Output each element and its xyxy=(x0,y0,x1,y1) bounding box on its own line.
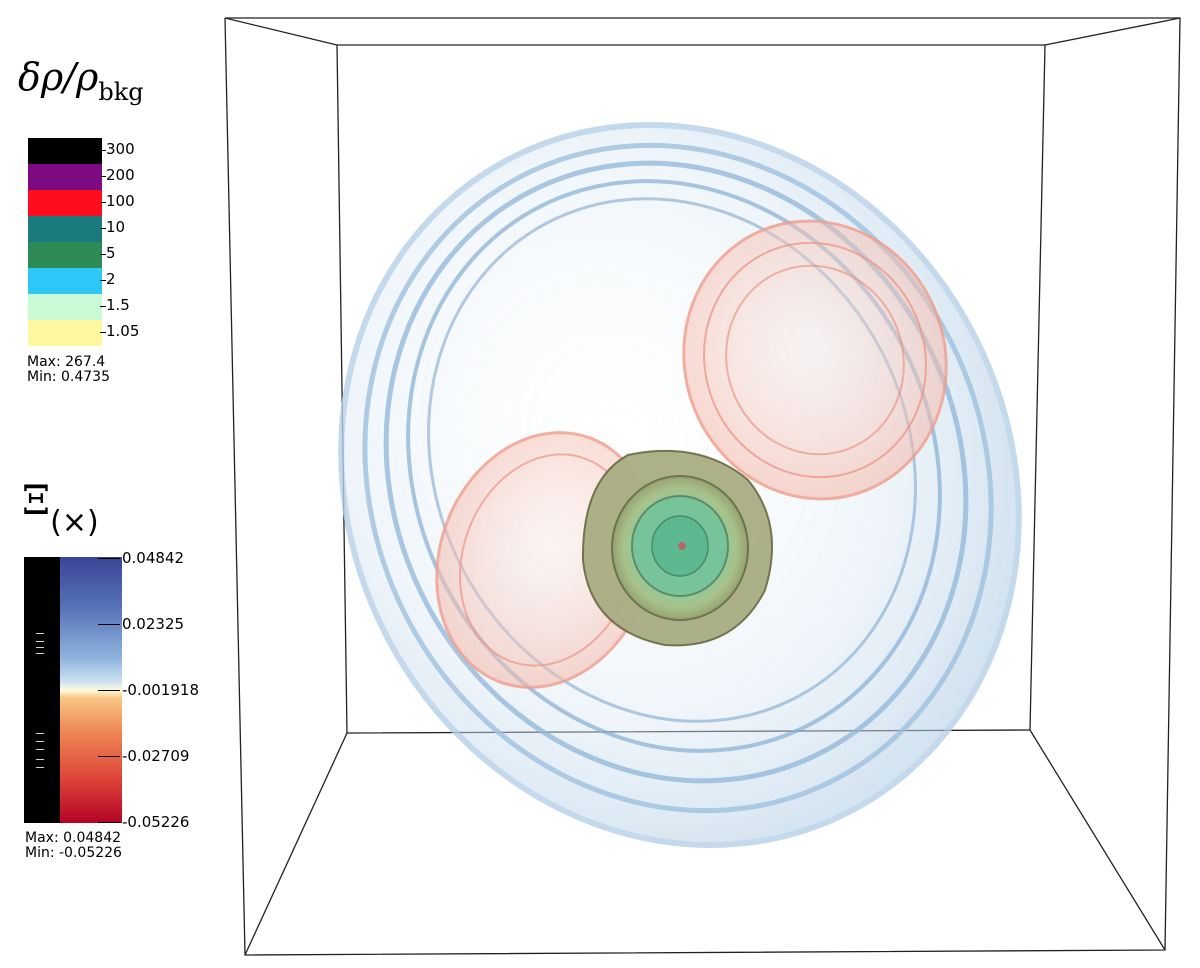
xi-tick-label: 0.04842 xyxy=(97,549,185,567)
xi-tick-label: 0.02325 xyxy=(97,615,185,633)
xi-hist-tick xyxy=(36,759,44,760)
xi-hist-tick xyxy=(36,733,44,734)
box-edge xyxy=(1029,729,1166,951)
density-swatch-label: 100 xyxy=(100,192,135,210)
density-swatch-label: 10 xyxy=(99,218,126,236)
density-legend-swatches: 300 200 100 10 5 2 1.5 1.05 xyxy=(28,138,139,346)
density-swatch: 2 xyxy=(28,268,116,294)
xi-max-text: Max: 0.04842 xyxy=(25,830,122,846)
density-swatch: 300 xyxy=(28,138,135,164)
xi-hist-tick xyxy=(36,749,44,750)
core-peak xyxy=(678,542,686,550)
xi-hist-tick xyxy=(36,647,44,648)
box-edge xyxy=(1044,17,1181,46)
density-swatch-label: 200 xyxy=(100,166,135,184)
density-max-text: Max: 267.4 xyxy=(27,354,106,370)
xi-hist-tick xyxy=(36,653,44,654)
xi-legend-title: Ξ(×) xyxy=(22,478,99,540)
xi-legend-title-main: Ξ xyxy=(22,478,51,524)
box-edge xyxy=(244,732,348,956)
xi-min-text: Min: -0.05226 xyxy=(25,845,122,861)
xi-hist-tick xyxy=(36,767,44,768)
density-swatch-label: 1.05 xyxy=(99,322,140,340)
xi-colorbar-histogram xyxy=(24,557,60,823)
density-legend-title: δρ/ρbkg xyxy=(18,55,144,106)
density-swatch: 10 xyxy=(28,216,125,242)
red-lobe xyxy=(682,219,948,501)
density-swatch-label: 1.5 xyxy=(100,296,130,314)
xi-hist-tick xyxy=(36,741,44,742)
density-swatch: 1.05 xyxy=(28,320,139,346)
xi-tick-label: -0.001918 xyxy=(98,681,199,699)
blue-shell xyxy=(362,142,994,814)
central-core-isosurfaces xyxy=(581,449,773,647)
density-swatch: 1.5 xyxy=(28,294,130,320)
density-swatch: 200 xyxy=(28,164,135,190)
xi-legend-title-sub: (×) xyxy=(50,505,99,540)
density-swatch: 100 xyxy=(28,190,135,216)
xi-hist-tick xyxy=(36,641,44,642)
red-isosurface-upper-right xyxy=(682,219,948,501)
red-lobe-contour xyxy=(725,264,905,456)
density-swatch-label: 2 xyxy=(100,270,116,288)
volume-render-viewport[interactable] xyxy=(215,0,1200,968)
density-swatch: 5 xyxy=(28,242,116,268)
density-swatch-label: 5 xyxy=(100,244,116,262)
density-legend-range: Max: 267.4 Min: 0.4735 xyxy=(27,355,110,385)
density-legend-title-main: δρ/ρ xyxy=(18,55,99,99)
density-min-text: Min: 0.4735 xyxy=(27,369,110,385)
xi-tick-label: -0.02709 xyxy=(97,747,190,765)
red-lobe-contour xyxy=(703,241,927,479)
xi-legend-range: Max: 0.04842 Min: -0.05226 xyxy=(25,831,122,861)
density-legend-title-sub: bkg xyxy=(98,78,144,106)
xi-hist-tick xyxy=(36,633,44,634)
density-swatch-label: 300 xyxy=(100,140,135,158)
xi-tick-label: -0.05226 xyxy=(97,813,190,831)
box-edge xyxy=(224,17,338,46)
